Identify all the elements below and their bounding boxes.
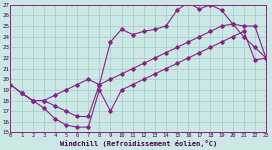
X-axis label: Windchill (Refroidissement éolien,°C): Windchill (Refroidissement éolien,°C) — [60, 140, 217, 147]
